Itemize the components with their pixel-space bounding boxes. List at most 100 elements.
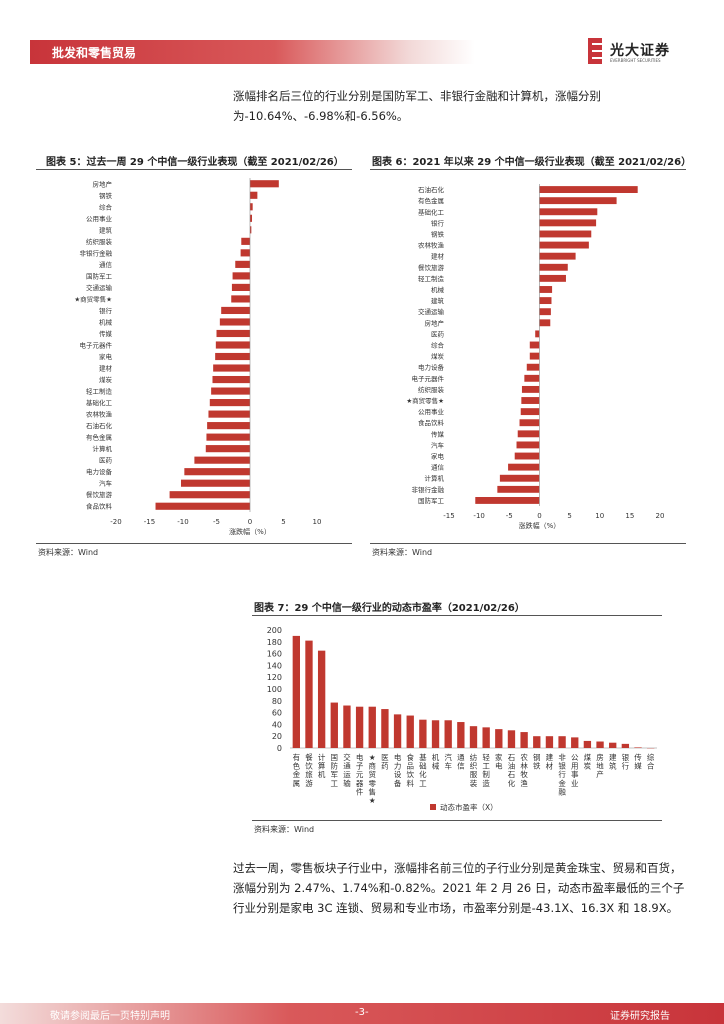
tick-label: 160 bbox=[267, 650, 282, 659]
category-label: 计算机 bbox=[318, 752, 326, 779]
bar bbox=[213, 364, 250, 372]
bar bbox=[539, 208, 598, 216]
bar bbox=[526, 363, 540, 371]
tick-label: -10 bbox=[473, 512, 484, 520]
bar bbox=[634, 747, 642, 748]
category-label: 公用事业 bbox=[86, 214, 113, 223]
bar bbox=[539, 241, 589, 249]
bar bbox=[212, 375, 250, 384]
category-label: 农林牧渔 bbox=[86, 410, 113, 419]
bar bbox=[539, 308, 551, 316]
fig7-title: 图表 7：29 个中信一级行业的动态市盈率（2021/02/26） bbox=[254, 603, 525, 614]
category-label: 医药 bbox=[99, 456, 113, 465]
bar bbox=[209, 399, 250, 407]
tick-label: 80 bbox=[272, 697, 282, 706]
tick-label: 60 bbox=[272, 709, 282, 718]
category-label: 食品饮料 bbox=[418, 418, 445, 427]
tick-label: 120 bbox=[267, 673, 282, 682]
bar bbox=[155, 502, 250, 510]
logo-name-cn: 光大证券 bbox=[610, 43, 670, 59]
category-label: 家电 bbox=[99, 352, 113, 361]
bar bbox=[184, 468, 250, 476]
logo-mark-icon bbox=[588, 38, 602, 64]
category-label: 食品饮料 bbox=[406, 752, 414, 788]
bar bbox=[539, 297, 552, 305]
legend-label: 动态市盈率（X） bbox=[440, 802, 498, 812]
fig7-top-rule bbox=[252, 615, 662, 616]
bar bbox=[231, 295, 250, 303]
fig5-source: 资料来源：Wind bbox=[38, 548, 99, 557]
category-label: 电子元器件 bbox=[80, 341, 113, 350]
bar bbox=[355, 706, 364, 748]
category-label: 综合 bbox=[431, 341, 445, 350]
tick-label: 100 bbox=[267, 685, 282, 694]
category-label: 基础化工 bbox=[418, 207, 445, 216]
tick-label: 0 bbox=[537, 512, 541, 520]
category-label: 汽车 bbox=[431, 440, 445, 449]
paragraph-bottom: 过去一周，零售板块子行业中，涨幅排名前三位的子行业分别是黄金珠宝、贸易和百货，涨… bbox=[233, 861, 685, 915]
category-label: 电子元器件 bbox=[356, 752, 364, 796]
bar bbox=[368, 706, 376, 748]
bar bbox=[241, 237, 250, 245]
bar bbox=[539, 219, 597, 227]
category-label: 建筑 bbox=[609, 752, 617, 771]
category-label: 轻工制造 bbox=[418, 274, 445, 283]
bar bbox=[539, 252, 576, 260]
bar bbox=[469, 726, 478, 748]
bar bbox=[529, 341, 540, 349]
category-label: 建材 bbox=[99, 364, 113, 373]
bar bbox=[499, 474, 540, 482]
category-label: 医药 bbox=[381, 753, 389, 771]
category-label: 电力设备 bbox=[86, 467, 113, 476]
bar bbox=[539, 197, 617, 205]
bar bbox=[180, 479, 250, 487]
category-label: 钢铁 bbox=[431, 229, 445, 238]
bar bbox=[343, 705, 351, 748]
bar bbox=[292, 635, 300, 748]
bar bbox=[216, 329, 250, 338]
bar bbox=[519, 419, 540, 427]
category-label: ★商贸零售★ bbox=[406, 396, 444, 405]
fig6-top-rule bbox=[370, 169, 686, 170]
bar bbox=[381, 709, 389, 748]
category-label: 石油石化 bbox=[86, 421, 113, 430]
category-label: 传媒 bbox=[431, 429, 445, 438]
category-label: 医药 bbox=[431, 329, 445, 338]
bar bbox=[521, 385, 540, 393]
bar bbox=[524, 374, 540, 382]
bar bbox=[539, 274, 566, 282]
fig5-top-rule bbox=[36, 169, 352, 170]
header-band bbox=[30, 40, 475, 64]
bar bbox=[621, 743, 630, 748]
bar bbox=[393, 714, 402, 748]
category-label: 石油石化 bbox=[508, 753, 516, 788]
footer-report-type: 证券研究报告 bbox=[610, 1011, 670, 1022]
bar bbox=[539, 230, 592, 238]
category-label: 煤炭 bbox=[99, 375, 113, 384]
category-label: 银行 bbox=[99, 306, 113, 315]
category-label: 传媒 bbox=[99, 329, 113, 338]
category-label: 纺织服装 bbox=[86, 237, 113, 246]
bar bbox=[231, 283, 250, 291]
category-label: 家电 bbox=[431, 452, 445, 461]
category-label: 交通运输 bbox=[86, 283, 113, 292]
category-label: 建筑 bbox=[99, 225, 113, 234]
category-label: 非银行金融 bbox=[80, 248, 113, 257]
category-label: 石油石化 bbox=[418, 185, 445, 194]
bar bbox=[497, 485, 540, 493]
category-label: 非银行金融 bbox=[412, 485, 445, 494]
bar bbox=[521, 397, 540, 404]
tick-label: 0 bbox=[277, 744, 282, 753]
tick-label: -5 bbox=[506, 512, 513, 520]
category-label: 钢铁 bbox=[533, 752, 541, 771]
category-label: 有色金属 bbox=[418, 196, 444, 205]
category-label: 有色金属 bbox=[86, 433, 112, 442]
category-label: 银行 bbox=[431, 218, 445, 227]
category-label: 房地产 bbox=[93, 179, 113, 188]
category-label: 机械 bbox=[432, 752, 440, 771]
category-label: 综合 bbox=[99, 202, 113, 211]
logo-name-en: EVERBRIGHT SECURITIES bbox=[610, 58, 661, 63]
bar bbox=[539, 286, 553, 293]
tick-label: 5 bbox=[281, 518, 285, 526]
tick-label: 15 bbox=[625, 512, 634, 520]
